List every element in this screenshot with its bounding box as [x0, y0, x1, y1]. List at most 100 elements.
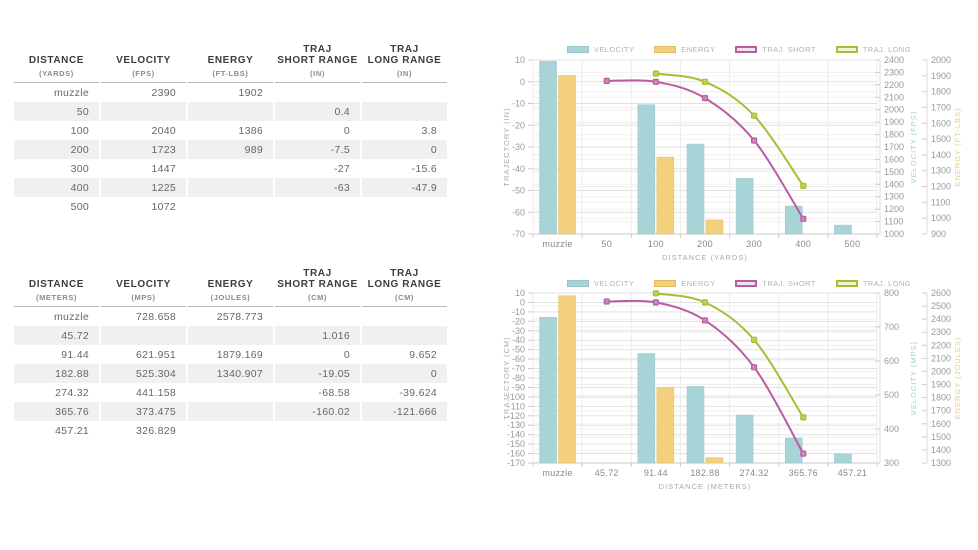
column-label: DISTANCE — [28, 279, 85, 290]
table-cell: 200 — [14, 140, 99, 159]
table-cell — [188, 102, 273, 121]
table-cell: -19.05 — [275, 364, 360, 383]
trajectory-axis-title: TRAJECTORY (IN) — [502, 107, 511, 186]
trajectory-tick-label: -20 — [512, 120, 525, 130]
energy-axis-title: ENERGY (JOULES) — [953, 337, 962, 420]
right-axis-tick-label: 1700 — [884, 142, 904, 152]
table-cell: 3.8 — [421, 124, 437, 137]
right-axis-tick-label: 2500 — [931, 301, 951, 311]
data-point-marker — [701, 78, 709, 85]
legend-item-velocity[interactable]: VELOCITY — [567, 45, 634, 54]
chart-plot: 100-10-20-30-40-50-60-70-80-90-100-110-1… — [502, 289, 962, 491]
right-axis-tick-label: 1700 — [931, 406, 951, 416]
table-cell — [188, 402, 273, 421]
trajectory-chart-yards: VELOCITY ENERGY TRAJ. SHORT TRAJ. LONG 10 0-… — [500, 44, 978, 263]
column-label: ENERGY — [207, 55, 254, 66]
bar-velocity — [834, 224, 852, 235]
legend-label: VELOCITY — [594, 279, 635, 288]
right-axis-tick-label: 1200 — [931, 182, 951, 192]
bar-energy — [705, 219, 724, 235]
right-axis-tick-label: 1900 — [931, 71, 951, 81]
data-point-marker — [751, 336, 758, 344]
x-category-label: 50 — [601, 239, 612, 249]
column-unit: (METERS) — [35, 293, 78, 302]
trajectory-tick-label: -80 — [512, 373, 525, 383]
right-axis-tick-label: 1600 — [931, 419, 951, 429]
table-cell — [188, 159, 273, 178]
table-cell — [362, 307, 447, 326]
column-header: DISTANCE (YARDS) — [14, 44, 99, 83]
table-cell — [101, 326, 186, 345]
table-cell: 457.21 — [55, 424, 89, 437]
table-row: 365.76 373.475 -160.02 -121.666 — [14, 402, 447, 421]
bar-velocity — [834, 453, 852, 464]
trajectory-tick-label: -150 — [507, 439, 525, 449]
right-axis-tick-label: 1300 — [884, 192, 904, 202]
column-unit: (MPS) — [131, 293, 156, 302]
legend-item-traj-long[interactable]: TRAJ. LONG — [835, 45, 911, 54]
table-row: muzzle 728.658 2578.773 — [14, 307, 447, 326]
table-row: 274.32 441.158 -68.58 -39.624 — [14, 383, 447, 402]
data-point-marker — [751, 364, 758, 371]
legend-item-traj-long[interactable]: TRAJ. LONG — [835, 279, 911, 288]
column-unit: (YARDS) — [39, 69, 74, 78]
legend-item-velocity[interactable]: VELOCITY — [567, 279, 634, 288]
table-cell: 441.158 — [135, 386, 176, 399]
table-cell: 728.658 — [135, 310, 176, 323]
bar-velocity — [637, 353, 656, 464]
trajectory-tick-label: -90 — [512, 382, 525, 392]
right-axis-tick-label: 2300 — [884, 67, 904, 77]
table-cell: -121.666 — [362, 402, 447, 421]
column-label: ENERGY — [207, 279, 254, 290]
x-category-label: muzzle — [542, 468, 572, 478]
table-cell: 1072 — [151, 200, 176, 213]
table-cell — [362, 421, 447, 440]
trajectory-axis-title: TRAJECTORY (CM) — [502, 336, 511, 419]
table-cell — [188, 178, 273, 197]
column-header: TRAJ LONG RANGE (CM) — [362, 268, 447, 307]
table-cell: 500 — [70, 200, 89, 213]
legend-swatch — [835, 280, 858, 287]
right-axis-tick-label: 1500 — [884, 167, 904, 177]
trajectory-tick-label: -50 — [512, 345, 525, 355]
column-unit: (CM) — [394, 293, 415, 302]
legend-label: ENERGY — [681, 45, 716, 54]
legend-label: TRAJ. SHORT — [762, 279, 816, 288]
velocity-axis-title: VELOCITY (MPS) — [909, 341, 918, 415]
table-cell: -39.624 — [399, 386, 437, 399]
legend-item-energy[interactable]: ENERGY — [654, 279, 715, 288]
bar-energy — [558, 75, 576, 235]
table-cell: 45.72 — [14, 326, 99, 345]
column-unit: (IN) — [397, 69, 412, 78]
table-cell: 373.475 — [101, 402, 186, 421]
legend-item-traj-short[interactable]: TRAJ. SHORT — [735, 279, 815, 288]
x-category-label: 200 — [697, 239, 713, 249]
right-axis-tick-label: 800 — [884, 289, 899, 298]
table-cell: 274.32 — [55, 386, 89, 399]
trajectory-tick-label: -50 — [512, 186, 525, 196]
table-cell: -15.6 — [411, 162, 437, 175]
energy-axis-title: ENERGY (FT-LBS) — [953, 107, 962, 186]
table-cell: 0 — [343, 348, 350, 361]
data-point-marker — [652, 299, 659, 306]
table-cell: 365.76 — [14, 402, 99, 421]
table-cell — [275, 307, 360, 326]
right-axis-tick-label: 2400 — [884, 55, 904, 65]
legend-item-traj-short[interactable]: TRAJ. SHORT — [735, 45, 815, 54]
table-cell: 0 — [343, 124, 350, 137]
table-cell: 0.4 — [275, 102, 360, 121]
x-category-label: 91.44 — [644, 468, 668, 478]
table-cell: 91.44 — [61, 348, 89, 361]
trajectory-tick-label: -100 — [507, 392, 525, 402]
table-cell — [362, 197, 447, 216]
legend-label: ENERGY — [681, 279, 716, 288]
right-axis-tick-label: 1000 — [931, 213, 951, 223]
table-header-row: DISTANCE (METERS) VELOCITY (MPS) ENERGY (JOUL… — [14, 268, 447, 307]
right-axis-tick-label: 1900 — [931, 380, 951, 390]
table-cell — [275, 421, 360, 440]
table-cell: -27 — [333, 162, 350, 175]
legend-item-energy[interactable]: ENERGY — [654, 45, 715, 54]
column-header: VELOCITY (MPS) — [101, 268, 186, 307]
trajectory-tick-label: -60 — [512, 354, 525, 364]
column-unit: (FT-LBS) — [212, 69, 249, 78]
